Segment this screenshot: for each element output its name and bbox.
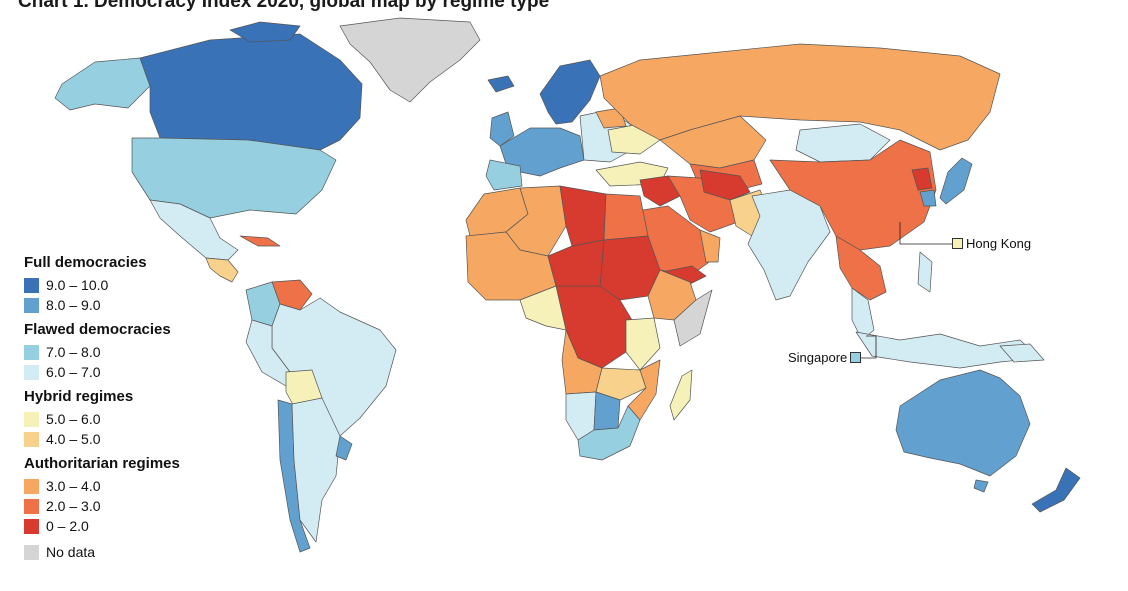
region-libya xyxy=(559,185,607,247)
legend-group-flawed-democracies: Flawed democracies 7.0 – 8.0 6.0 – 7.0 xyxy=(24,321,180,382)
legend-heading: Full democracies xyxy=(24,254,147,271)
legend-label: 2.0 – 3.0 xyxy=(46,498,101,514)
hong-kong-label: Hong Kong xyxy=(966,236,1032,251)
region-belarus xyxy=(595,107,627,129)
region-uk xyxy=(489,111,515,147)
singapore-label: Singapore xyxy=(788,350,848,365)
legend-item: 2.0 – 3.0 xyxy=(24,496,180,516)
legend-item: 7.0 – 8.0 xyxy=(24,342,180,362)
legend-swatch xyxy=(24,277,39,293)
legend-label: 8.0 – 9.0 xyxy=(46,297,101,313)
region-alaska xyxy=(54,57,151,111)
legend-heading: Flawed democracies xyxy=(24,321,171,338)
callout-hong-kong: Hong Kong xyxy=(952,236,1031,251)
region-syria-iraq xyxy=(639,175,681,207)
legend-swatch xyxy=(24,498,39,514)
legend-swatch xyxy=(24,297,39,313)
legend-heading: Hybrid regimes xyxy=(24,388,134,405)
callout-singapore: Singapore xyxy=(788,350,862,365)
region-afghanistan xyxy=(699,169,751,201)
legend-item: 8.0 – 9.0 xyxy=(24,295,180,315)
legend-label: No data xyxy=(46,544,96,560)
region-north-korea xyxy=(911,167,933,191)
legend-swatch xyxy=(24,544,39,560)
legend-label: 4.0 – 5.0 xyxy=(46,431,101,447)
legend-item: 4.0 – 5.0 xyxy=(24,429,180,449)
region-mexico xyxy=(149,199,239,261)
legend-item: 6.0 – 7.0 xyxy=(24,362,180,382)
legend-swatch xyxy=(24,431,39,447)
region-cuba xyxy=(239,235,281,247)
singapore-swatch xyxy=(850,352,862,363)
map-title: Chart 1. Democracy Index 2020, global ma… xyxy=(18,0,550,12)
legend-item: 0 – 2.0 xyxy=(24,516,180,536)
callout-leader-lines xyxy=(856,222,952,359)
legend-swatch xyxy=(24,364,39,380)
region-mainland-southeast-asia xyxy=(835,235,887,301)
region-oman xyxy=(699,229,721,263)
region-tasmania xyxy=(973,479,989,493)
legend-label: 0 – 2.0 xyxy=(46,518,89,534)
legend-label: 5.0 – 6.0 xyxy=(46,411,101,427)
legend-group-full-democracies: Full democracies 9.0 – 10.0 8.0 – 9.0 xyxy=(24,254,180,315)
region-central-america xyxy=(205,257,239,283)
region-argentina xyxy=(291,397,341,543)
legend-item: No data xyxy=(24,542,180,562)
legend-label: 7.0 – 8.0 xyxy=(46,344,101,360)
region-south-africa xyxy=(577,405,641,461)
legend-group-authoritarian-regimes: Authoritarian regimes 3.0 – 4.0 2.0 – 3.… xyxy=(24,455,180,536)
region-scandinavia xyxy=(539,59,601,125)
region-uruguay xyxy=(335,435,353,461)
legend-label: 9.0 – 10.0 xyxy=(46,277,109,293)
legend-item: 9.0 – 10.0 xyxy=(24,275,180,295)
legend-swatch xyxy=(24,411,39,427)
region-iceland xyxy=(487,75,515,93)
region-gulf-of-guinea xyxy=(519,285,567,331)
region-greenland xyxy=(339,17,481,103)
region-egypt xyxy=(603,193,649,241)
region-papua-new-guinea xyxy=(999,343,1045,363)
legend-item: 3.0 – 4.0 xyxy=(24,476,180,496)
region-india xyxy=(747,189,831,301)
region-east-africa xyxy=(625,317,661,371)
legend-group-no-data: No data xyxy=(24,542,180,562)
legend-item: 5.0 – 6.0 xyxy=(24,409,180,429)
region-iberia xyxy=(485,159,523,191)
legend: Full democracies 9.0 – 10.0 8.0 – 9.0 Fl… xyxy=(24,254,180,568)
region-japan xyxy=(939,157,973,205)
region-madagascar xyxy=(669,369,693,421)
legend-swatch xyxy=(24,518,39,534)
region-zambia-zimbabwe xyxy=(595,367,647,401)
legend-group-hybrid-regimes: Hybrid regimes 5.0 – 6.0 4.0 – 5.0 xyxy=(24,388,180,449)
region-somalia xyxy=(673,289,713,347)
region-philippines xyxy=(917,251,933,293)
region-canada-arctic-islands xyxy=(229,21,301,43)
region-canada xyxy=(139,33,363,151)
legend-heading: Authoritarian regimes xyxy=(24,455,180,472)
region-australia xyxy=(895,369,1031,477)
legend-swatch xyxy=(24,478,39,494)
legend-swatch xyxy=(24,344,39,360)
legend-label: 3.0 – 4.0 xyxy=(46,478,101,494)
hong-kong-swatch xyxy=(952,238,963,249)
region-south-korea xyxy=(919,189,937,207)
region-new-zealand xyxy=(1031,467,1081,513)
region-china xyxy=(769,139,937,251)
legend-label: 6.0 – 7.0 xyxy=(46,364,101,380)
